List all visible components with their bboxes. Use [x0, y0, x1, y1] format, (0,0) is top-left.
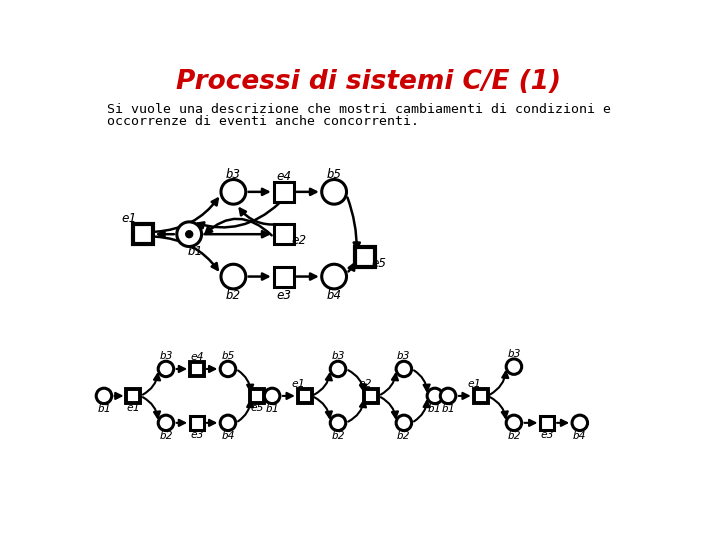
Text: e1: e1 — [292, 379, 305, 389]
Text: e4: e4 — [276, 170, 292, 183]
Circle shape — [158, 415, 174, 430]
Circle shape — [264, 388, 280, 403]
FancyBboxPatch shape — [540, 416, 554, 430]
FancyBboxPatch shape — [474, 389, 487, 403]
FancyBboxPatch shape — [190, 416, 204, 430]
Circle shape — [186, 231, 193, 238]
Circle shape — [506, 415, 522, 430]
Text: b4: b4 — [327, 288, 341, 301]
Circle shape — [96, 388, 112, 403]
FancyBboxPatch shape — [132, 224, 153, 244]
Text: occorrenze di eventi anche concorrenti.: occorrenze di eventi anche concorrenti. — [107, 115, 419, 129]
Text: b3: b3 — [507, 348, 521, 359]
Circle shape — [177, 222, 202, 247]
Text: b1: b1 — [441, 404, 455, 414]
Text: b1: b1 — [97, 404, 111, 414]
Circle shape — [221, 179, 246, 204]
Text: b2: b2 — [397, 431, 410, 441]
Text: e2: e2 — [292, 234, 307, 247]
Circle shape — [220, 361, 235, 377]
Text: e3: e3 — [541, 430, 554, 440]
Circle shape — [221, 264, 246, 289]
Text: b4: b4 — [573, 431, 587, 441]
FancyBboxPatch shape — [274, 267, 294, 287]
Text: e1: e1 — [127, 403, 140, 413]
Circle shape — [158, 361, 174, 377]
Text: e4: e4 — [190, 352, 204, 362]
FancyBboxPatch shape — [364, 389, 378, 403]
Circle shape — [322, 179, 346, 204]
Circle shape — [330, 415, 346, 430]
Circle shape — [330, 361, 346, 377]
Text: e5: e5 — [251, 403, 264, 413]
Text: b2: b2 — [331, 431, 345, 441]
FancyBboxPatch shape — [274, 182, 294, 202]
Text: Si vuole una descrizione che mostri cambiamenti di condizioni e: Si vuole una descrizione che mostri camb… — [107, 103, 611, 116]
Text: b4: b4 — [221, 431, 235, 441]
FancyBboxPatch shape — [251, 389, 264, 403]
FancyBboxPatch shape — [127, 389, 140, 403]
Text: e2: e2 — [359, 379, 372, 389]
Circle shape — [506, 359, 522, 374]
FancyBboxPatch shape — [297, 389, 312, 403]
Text: b2: b2 — [159, 431, 173, 441]
Text: b3: b3 — [159, 351, 173, 361]
Text: b2: b2 — [507, 431, 521, 441]
Text: b5: b5 — [327, 167, 341, 181]
Text: Processi di sistemi C/E (1): Processi di sistemi C/E (1) — [176, 69, 562, 94]
Circle shape — [220, 415, 235, 430]
Circle shape — [396, 415, 412, 430]
FancyBboxPatch shape — [190, 362, 204, 376]
Text: b1: b1 — [266, 404, 279, 414]
Circle shape — [396, 361, 412, 377]
Text: b1: b1 — [428, 404, 441, 414]
Circle shape — [572, 415, 588, 430]
FancyBboxPatch shape — [274, 224, 294, 244]
Text: e3: e3 — [190, 430, 204, 440]
Text: e1: e1 — [121, 212, 136, 225]
FancyBboxPatch shape — [355, 247, 375, 267]
Text: b3: b3 — [226, 167, 241, 181]
Text: b5: b5 — [221, 351, 235, 361]
Text: b3: b3 — [331, 351, 345, 361]
Text: e1: e1 — [468, 379, 481, 389]
Text: e5: e5 — [372, 257, 387, 270]
Circle shape — [441, 388, 456, 403]
Text: e3: e3 — [276, 288, 292, 301]
Text: b2: b2 — [226, 288, 241, 301]
Circle shape — [322, 264, 346, 289]
Circle shape — [427, 388, 443, 403]
Text: b3: b3 — [397, 351, 410, 361]
Text: b1: b1 — [188, 245, 203, 259]
